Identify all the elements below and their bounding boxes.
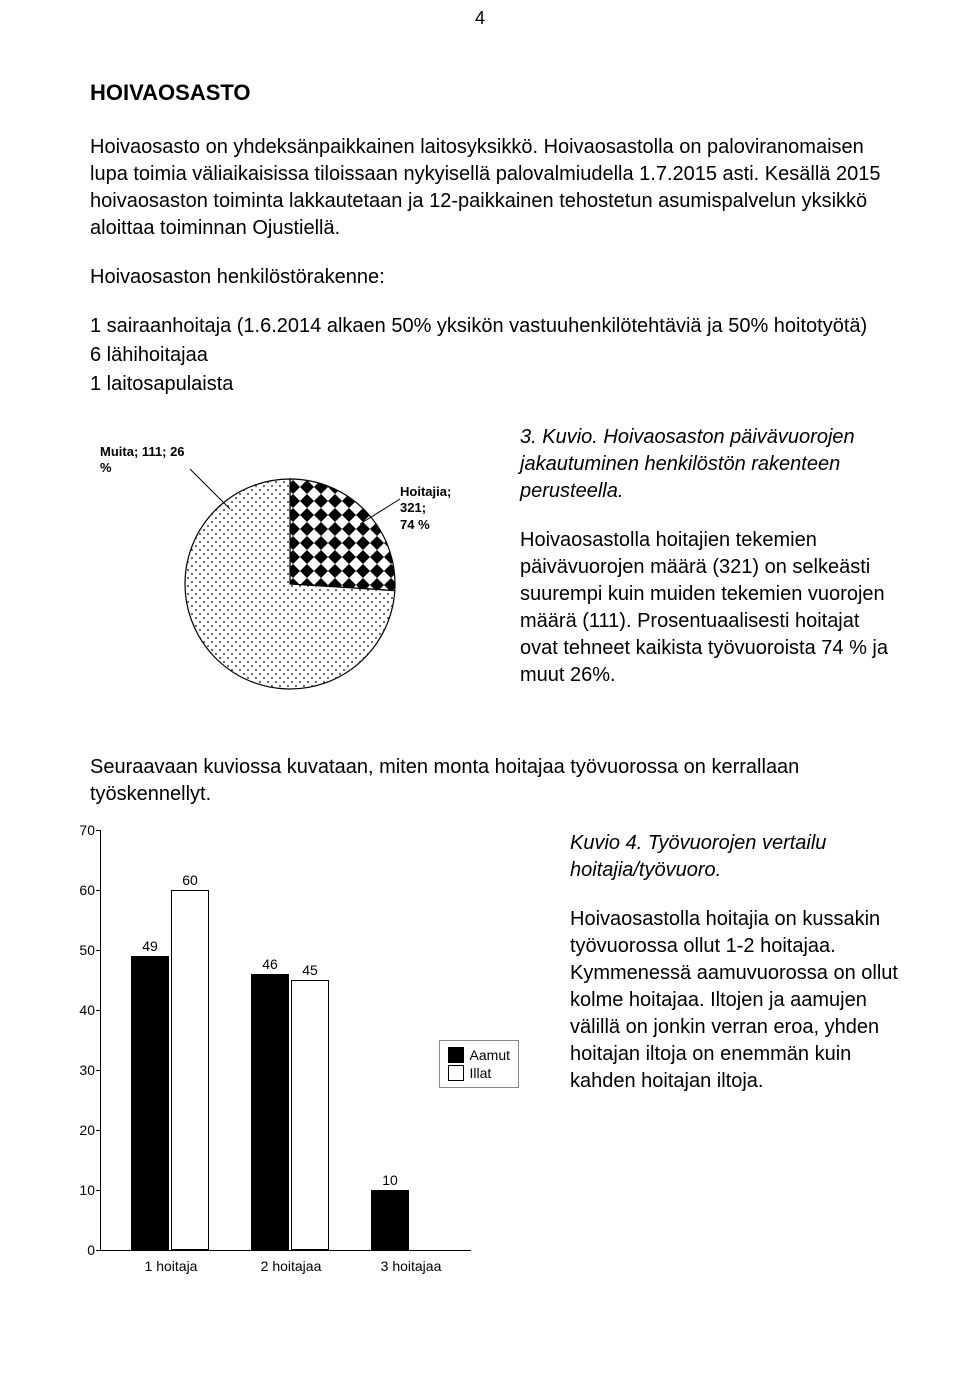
staff-line: 1 sairaanhoitaja (1.6.2014 alkaen 50% yk…	[90, 313, 900, 340]
legend-label: Aamut	[470, 1047, 510, 1063]
page-number: 4	[475, 8, 485, 29]
bar-value-label: 49	[131, 938, 169, 954]
y-tick-label: 50	[71, 942, 95, 958]
y-tick-label: 30	[71, 1062, 95, 1078]
staff-line: 1 laitosapulaista	[90, 371, 900, 398]
pie-label-hoitajia: Hoitajia; 321; 74 %	[400, 484, 480, 533]
legend-item-illat: Illat	[448, 1065, 510, 1081]
bar	[171, 890, 209, 1250]
y-tick-label: 60	[71, 882, 95, 898]
bar-value-label: 60	[171, 872, 209, 888]
legend: Aamut Illat	[439, 1040, 519, 1088]
bar-caption: Kuvio 4. Työvuorojen vertailu hoitajia/t…	[520, 830, 900, 1117]
y-tick-label: 70	[71, 822, 95, 838]
bar-value-label: 10	[371, 1172, 409, 1188]
bar	[371, 1190, 409, 1250]
legend-item-aamut: Aamut	[448, 1047, 510, 1063]
bar	[131, 956, 169, 1250]
y-tick-label: 40	[71, 1002, 95, 1018]
figure-caption-3: 3. Kuvio. Hoivaosaston päivävuorojen jak…	[520, 424, 900, 505]
legend-swatch-icon	[448, 1065, 464, 1081]
staff-list: 1 sairaanhoitaja (1.6.2014 alkaen 50% yk…	[90, 313, 900, 398]
bar-value-label: 45	[291, 962, 329, 978]
paragraph-intro-1: Hoivaosasto on yhdeksänpaikkainen laitos…	[90, 134, 900, 242]
document-page: 4 HOIVAOSASTO Hoivaosasto on yhdeksänpai…	[0, 0, 960, 1398]
heading-hoivaosasto: HOIVAOSASTO	[90, 80, 900, 106]
y-tick-label: 10	[71, 1182, 95, 1198]
bar	[251, 974, 289, 1250]
pie-row: Muita; 111; 26 % Hoitajia; 321; 74 %	[90, 424, 900, 724]
figure-caption-4: Kuvio 4. Työvuorojen vertailu hoitajia/t…	[570, 830, 900, 884]
x-category-label: 3 hoitajaa	[361, 1258, 461, 1274]
bar-description: Hoivaosastolla hoitajia on kussakin työv…	[570, 906, 900, 1095]
x-category-label: 2 hoitajaa	[241, 1258, 341, 1274]
y-tick-label: 0	[71, 1242, 95, 1258]
pie-label-muita: Muita; 111; 26 %	[100, 444, 190, 477]
bar-row: Aamut Illat 01020304050607049601 hoitaja…	[90, 830, 900, 1251]
pie-chart: Muita; 111; 26 % Hoitajia; 321; 74 %	[90, 424, 490, 724]
pie-description: Hoivaosastolla hoitajien tekemien päiväv…	[520, 527, 900, 689]
x-category-label: 1 hoitaja	[121, 1258, 221, 1274]
paragraph-mid: Seuraavaan kuviossa kuvataan, miten mont…	[90, 754, 900, 808]
bar-value-label: 46	[251, 956, 289, 972]
bar-chart: Aamut Illat 01020304050607049601 hoitaja…	[100, 830, 471, 1251]
paragraph-intro-2: Hoivaosaston henkilöstörakenne:	[90, 264, 900, 291]
legend-label: Illat	[470, 1065, 492, 1081]
staff-line: 6 lähihoitajaa	[90, 342, 900, 369]
bar	[291, 980, 329, 1250]
y-tick-label: 20	[71, 1122, 95, 1138]
pie-caption: 3. Kuvio. Hoivaosaston päivävuorojen jak…	[490, 424, 900, 711]
legend-swatch-icon	[448, 1047, 464, 1063]
